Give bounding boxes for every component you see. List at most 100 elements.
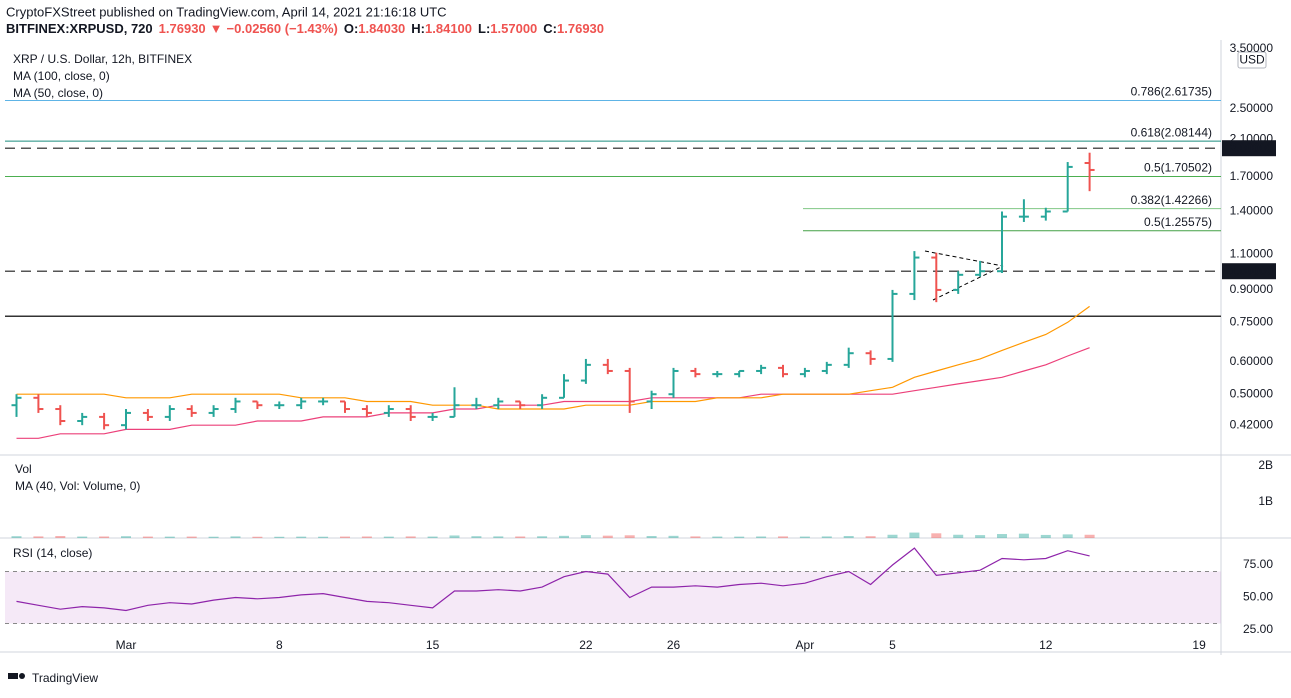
pattern-line xyxy=(932,265,1004,301)
volume-bar xyxy=(953,534,964,538)
volume-bar xyxy=(887,534,898,538)
symbol: BITFINEX:XRPUSD, 720 xyxy=(6,21,153,36)
ma-line xyxy=(16,347,1090,439)
fib-label: 0.786(2.61735) xyxy=(1131,85,1212,99)
price-plot xyxy=(5,99,1221,439)
volume-bar xyxy=(602,535,613,538)
volume-bar xyxy=(186,536,197,538)
quote-label: L: xyxy=(478,21,490,36)
x-tick-label: 12 xyxy=(1039,638,1053,652)
y-tick-label: 2.50000 xyxy=(1230,101,1274,115)
volume-bar xyxy=(33,536,44,538)
volume-bar xyxy=(1040,534,1051,538)
volume-bar xyxy=(449,535,460,538)
legend-ma: MA (100, close, 0) xyxy=(13,69,110,83)
volume-bar xyxy=(77,536,88,538)
volume-bar xyxy=(931,533,942,538)
volume-bar xyxy=(55,536,66,538)
fib-label: 0.5(1.70502) xyxy=(1144,161,1212,175)
triangle-pattern xyxy=(924,250,1004,301)
volume-bar xyxy=(799,536,810,538)
fib-label: 0.5(1.25575) xyxy=(1144,215,1212,229)
volume-bar xyxy=(493,536,504,538)
currency: USD xyxy=(1239,53,1265,67)
volume-bar xyxy=(471,536,482,538)
x-tick-label: 15 xyxy=(426,638,440,652)
y-tick-label: 2B xyxy=(1258,458,1273,472)
volume-bar xyxy=(843,536,854,538)
fib-label: 0.382(1.42266) xyxy=(1131,193,1212,207)
last: 1.76930 xyxy=(159,21,206,36)
quote-value: 1.84030 xyxy=(358,21,405,36)
volume-bar xyxy=(142,536,153,538)
volume-bar xyxy=(756,536,767,538)
y-tick-label: 25.00 xyxy=(1243,622,1273,636)
fib-label: 0.618(2.08144) xyxy=(1131,125,1212,139)
level-label: 2.00000 xyxy=(1230,141,1274,155)
currency-box xyxy=(1237,51,1267,69)
ma-line xyxy=(16,305,1090,410)
y-tick-label: 0.60000 xyxy=(1230,354,1274,368)
rsi-line xyxy=(16,547,1090,612)
volume-bar xyxy=(646,536,657,538)
volume-bar xyxy=(975,535,986,538)
volume-bar xyxy=(909,532,920,538)
y-tick-label: 0.90000 xyxy=(1230,282,1274,296)
y-tick-label: 1B xyxy=(1258,494,1273,508)
volume-bar xyxy=(580,535,591,538)
volume-bar xyxy=(734,536,745,538)
volume-bar xyxy=(997,534,1007,538)
volume-bar xyxy=(690,536,701,538)
legend-ma: MA (50, close, 0) xyxy=(13,86,103,100)
y-tick-label: 1.70000 xyxy=(1230,169,1274,183)
quote-value: 1.76930 xyxy=(557,21,604,36)
y-tick-label: 3.50000 xyxy=(1230,41,1274,55)
level-label-box xyxy=(1222,140,1276,157)
header-quote: BITFINEX:XRPUSD, 720 1.76930 ▼ −0.02560 (−1… xyxy=(6,21,604,36)
volume-bar xyxy=(405,536,416,538)
quote-label: H: xyxy=(411,21,425,36)
y-tick-label: 1.40000 xyxy=(1230,204,1274,218)
volume-bar xyxy=(383,536,394,538)
x-tick-label: 26 xyxy=(667,638,681,652)
level-label: 1.00000 xyxy=(1230,264,1274,278)
quote-value: 1.84100 xyxy=(425,21,472,36)
volume-bar xyxy=(252,536,263,538)
volume-bar xyxy=(318,536,329,538)
x-tick-label: 5 xyxy=(889,638,896,652)
level-label-box xyxy=(1222,263,1276,280)
x-tick-label: 22 xyxy=(579,638,593,652)
legend-title: XRP / U.S. Dollar, 12h, BITFINEX xyxy=(13,52,192,66)
rsi-title: RSI (14, close) xyxy=(13,546,92,560)
change: −0.02560 (−1.43%) xyxy=(227,21,338,36)
volume-bar xyxy=(1062,534,1073,538)
volume-bar xyxy=(865,536,876,538)
volume-bar xyxy=(164,536,175,538)
volume-bar xyxy=(559,535,569,538)
y-tick-label: 0.42000 xyxy=(1230,417,1274,431)
y-tick-label: 0.75000 xyxy=(1230,314,1274,328)
volume-bar xyxy=(624,535,635,538)
y-tick-label: 1.10000 xyxy=(1230,246,1274,260)
volume-bar xyxy=(361,536,372,538)
y-tick-label: 75.00 xyxy=(1243,557,1273,571)
vol-ma: MA (40, Vol: Volume, 0) xyxy=(15,479,140,493)
arrow: ▼ xyxy=(210,21,223,36)
vol-title: Vol xyxy=(15,462,32,476)
volume-bar xyxy=(427,536,438,538)
volume-bar xyxy=(274,536,285,538)
volume-bar xyxy=(712,536,723,538)
volume-bar xyxy=(668,535,679,538)
x-tick-label: Mar xyxy=(116,638,137,652)
x-tick-label: Apr xyxy=(796,638,815,652)
footer: TradingView xyxy=(32,671,98,685)
y-tick-label: 0.50000 xyxy=(1230,386,1274,400)
x-tick-label: 19 xyxy=(1192,638,1206,652)
publisher: CryptoFXStreet published on TradingView.… xyxy=(6,4,447,19)
volume-bar xyxy=(340,536,350,538)
quote-label: O: xyxy=(344,21,358,36)
volume-bar xyxy=(515,536,526,538)
